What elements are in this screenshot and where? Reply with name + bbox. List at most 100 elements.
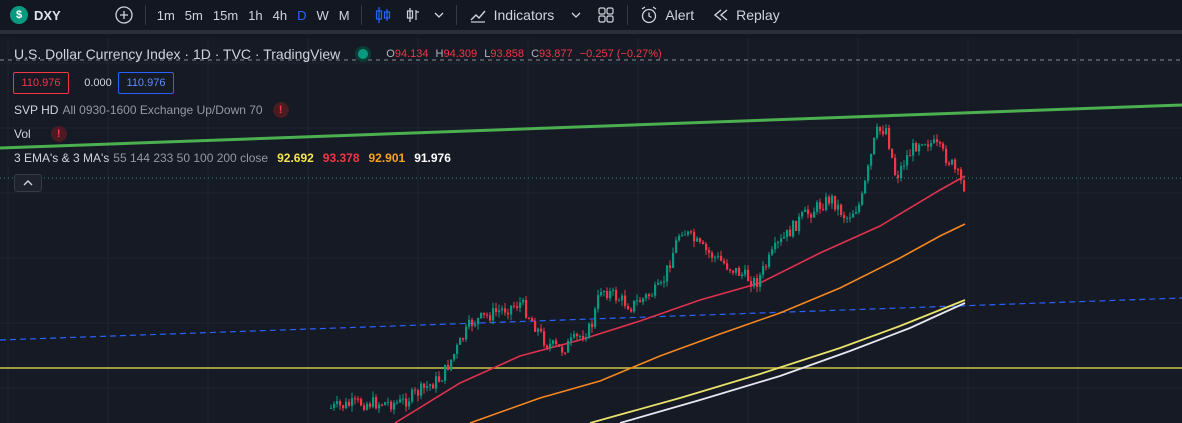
alert-button[interactable]: Alert	[634, 1, 699, 29]
candle-body	[438, 376, 440, 381]
series-legend[interactable]: U.S. Dollar Currency Index · 1D · TVC · …	[14, 46, 666, 62]
chart-type-candles-button[interactable]	[368, 1, 398, 29]
chart-pane[interactable]	[0, 38, 1182, 423]
interval-1d[interactable]: D	[292, 1, 311, 29]
candle	[618, 298, 620, 301]
candle	[705, 242, 707, 255]
candle-body	[552, 340, 554, 343]
candle-body	[888, 128, 890, 149]
candle	[504, 303, 506, 316]
price-chart[interactable]	[0, 38, 1182, 423]
replay-button[interactable]: Replay	[707, 1, 785, 29]
interval-15m[interactable]: 15m	[208, 1, 243, 29]
candle	[513, 302, 515, 309]
candle-body	[657, 283, 659, 285]
warning-icon[interactable]: !	[51, 126, 67, 142]
warning-icon[interactable]: !	[273, 102, 289, 118]
candle	[444, 365, 446, 384]
interval-1w[interactable]: W	[311, 1, 333, 29]
candle-body	[666, 265, 668, 281]
chart-style-button[interactable]	[398, 1, 428, 29]
candle-body	[363, 405, 365, 409]
candle-body	[573, 334, 575, 338]
candle	[795, 221, 797, 231]
candle	[336, 396, 338, 408]
candle-body	[393, 403, 395, 409]
alert-label: Alert	[665, 7, 694, 23]
interval-1h[interactable]: 1h	[243, 1, 267, 29]
layout-button[interactable]	[591, 1, 621, 29]
candle-body	[555, 340, 557, 344]
indicators-button[interactable]: Indicators	[463, 1, 560, 29]
candle-body	[669, 265, 671, 268]
indicator-ema-ma[interactable]: 3 EMA's & 3 MA's 55 144 233 50 100 200 c…	[14, 151, 451, 165]
buy-price-button[interactable]: 110.976	[118, 72, 174, 94]
candle-body	[453, 354, 455, 360]
candle-body	[774, 243, 776, 249]
candle-body	[828, 197, 830, 204]
candle-body	[402, 399, 404, 400]
candle	[462, 338, 464, 342]
candle	[531, 316, 533, 321]
chart-style-menu-button[interactable]	[428, 1, 450, 29]
candle	[699, 237, 701, 244]
candle	[588, 322, 590, 338]
candle	[354, 396, 356, 405]
candle	[666, 265, 668, 286]
candle-body	[522, 300, 524, 303]
indicator-svp[interactable]: SVP HD All 0930-1600 Exchange Up/Down 70…	[14, 102, 289, 118]
candle	[807, 205, 809, 218]
candle	[744, 265, 746, 277]
candle-body	[786, 230, 788, 237]
candle-body	[468, 320, 470, 327]
candle	[330, 405, 332, 409]
candle-body	[441, 381, 443, 382]
change-value: −0.257 (−0.27%)	[580, 48, 662, 60]
candle-body	[492, 308, 494, 320]
candle-body	[627, 306, 629, 309]
candle	[912, 139, 914, 161]
sell-price-button[interactable]: 110.976	[13, 72, 69, 94]
candle	[882, 125, 884, 136]
candle-body	[465, 327, 467, 340]
candle	[684, 230, 686, 235]
indicator-templates-button[interactable]	[565, 1, 587, 29]
interval-1m[interactable]: 1m	[152, 1, 180, 29]
candle-body	[651, 296, 653, 297]
compare-symbol-button[interactable]	[109, 1, 139, 29]
candle	[420, 381, 422, 399]
indicator-vol[interactable]: Vol !	[14, 126, 67, 142]
candle-body	[945, 149, 947, 163]
candle-body	[708, 250, 710, 253]
candle	[429, 384, 431, 391]
candle-body	[342, 405, 344, 408]
candle-body	[816, 202, 818, 212]
candle	[678, 234, 680, 243]
candle-body	[381, 404, 383, 405]
candle	[606, 287, 608, 300]
candle-body	[954, 160, 956, 170]
candle-body	[951, 160, 953, 165]
candle	[867, 164, 869, 184]
candle-body	[357, 399, 359, 400]
candle	[474, 320, 476, 327]
candle	[768, 252, 770, 269]
candle	[351, 393, 353, 412]
candle	[891, 148, 893, 158]
symbol-search-button[interactable]: $ DXY	[0, 0, 69, 32]
candle	[819, 199, 821, 214]
candle	[909, 149, 911, 156]
candle-body	[600, 292, 602, 295]
indicator-name: SVP HD	[14, 103, 58, 117]
candle	[363, 403, 365, 411]
indicators-label: Indicators	[494, 7, 555, 23]
open-value: 94.134	[395, 48, 429, 60]
collapse-legend-button[interactable]	[14, 174, 42, 192]
interval-1mo[interactable]: M	[334, 1, 355, 29]
candle	[396, 400, 398, 405]
interval-4h[interactable]: 4h	[268, 1, 292, 29]
candle-body	[471, 320, 473, 326]
candle	[387, 398, 389, 407]
interval-5m[interactable]: 5m	[180, 1, 208, 29]
candle	[459, 337, 461, 345]
